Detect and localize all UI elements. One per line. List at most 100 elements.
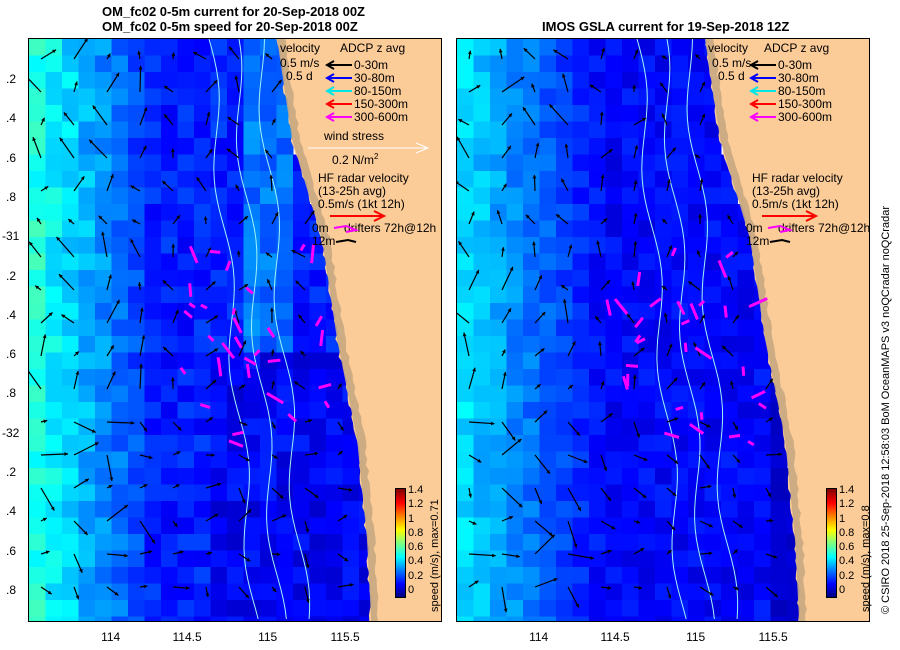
- velocity-scale-right: 0.5 m/s: [712, 56, 752, 70]
- adcp-title: ADCP z avg: [340, 41, 406, 55]
- right-adcp-label-1: 30-80m: [778, 70, 819, 85]
- left-isobath-1: [235, 39, 287, 620]
- drifter-12m: 12m: [312, 234, 336, 248]
- right-adcp-item-0: 0-30m: [748, 56, 812, 72]
- right-land: [705, 39, 869, 621]
- left-colorbar-label: speed (m/s), max=0.71: [429, 499, 441, 612]
- right-adcp-vectors: [605, 247, 768, 447]
- right-cbar-tick-6: 0.2: [839, 569, 855, 582]
- right-adcp-arrow-icon-2: [748, 85, 776, 96]
- left-adcp-item-2: 80-150m: [324, 82, 402, 98]
- right-cbar-tick-5: 0.4: [839, 555, 855, 568]
- hf-arrow-icon-right: [762, 210, 819, 222]
- y-tick-5: .2: [6, 268, 17, 283]
- right-adcp-label-4: 300-600m: [778, 109, 833, 124]
- left-adcp-arrow-icon-1: [324, 72, 352, 83]
- left-x-tick-0: 114: [101, 630, 121, 644]
- right-x-tick-1: 114.5: [600, 630, 630, 644]
- left-cbar-tick-6: 0.2: [408, 569, 424, 582]
- right-speed-field: [457, 39, 804, 621]
- right-colorbar-label: speed (m/s), max=0.8: [860, 505, 872, 612]
- credit-text: © CSIRO 2018 25-Sep-2018 12:58:03 BoM Oc…: [880, 206, 892, 614]
- hf-title: HF radar velocity: [318, 171, 409, 185]
- right-cbar-tick-2: 1: [839, 512, 846, 525]
- left-cbar-tick-5: 0.4: [408, 555, 424, 568]
- right-x-tick-3: 115.5: [758, 630, 788, 644]
- left-adcp-arrow-icon-2: [324, 85, 352, 96]
- left-adcp-item-0: 0-30m: [324, 56, 389, 72]
- y-tick-4: -31: [2, 229, 20, 244]
- left-cbar-tick-0: 1.4: [408, 484, 424, 496]
- left-adcp-arrow-icon-0: [324, 59, 352, 70]
- left-land: [276, 39, 441, 621]
- drifter-text-right: drifters 72h@12h: [778, 221, 871, 235]
- left-adcp-arrow-icon-4: [324, 111, 352, 122]
- right-adcp-arrow-icon-0: [748, 59, 776, 70]
- left-adcp-label-3: 150-300m: [354, 96, 409, 111]
- right-cbar-tick-4: 0.6: [839, 541, 855, 554]
- y-tick-11: .4: [6, 504, 17, 519]
- left-adcp-label-2: 80-150m: [354, 83, 402, 98]
- y-tick-13: .8: [6, 582, 17, 597]
- left-cbar-tick-1: 1.2: [408, 498, 424, 511]
- y-tick-12: .6: [6, 543, 17, 558]
- left-adcp-label-0: 0-30m: [354, 57, 389, 72]
- right-cbar-tick-7: 0: [839, 584, 846, 596]
- drifter-icon-right: [767, 224, 794, 243]
- hf-legend-left: HF radar velocity (13-25h avg) 0.5m/s (1…: [310, 172, 442, 252]
- right-isobath-1: [663, 39, 715, 620]
- y-tick-2: .6: [6, 150, 17, 165]
- left-cbar-tick-2: 1: [408, 512, 415, 525]
- right-cbar-tick-3: 0.8: [839, 526, 855, 539]
- right-colorbar-gradient: [826, 488, 837, 598]
- wind-legend: wind stress 0.2 N/m2: [300, 128, 442, 168]
- right-adcp-arrow-icon-3: [748, 98, 776, 109]
- velocity-scale: 0.5 m/s: [280, 56, 320, 70]
- wind-arrow-icon: [308, 142, 430, 154]
- left-x-tick-2: 115: [258, 630, 278, 644]
- left-map-svg: [29, 39, 441, 621]
- y-tick-7: .6: [6, 347, 17, 362]
- velocity-title-right: velocity: [708, 41, 749, 55]
- right-colorbar: 1.4 1.2 1 0.8 0.6 0.4 0.2 0 speed (m/s), max=0.…: [826, 484, 874, 612]
- right-coast-strip: [705, 39, 807, 621]
- y-tick-0: .2: [6, 72, 17, 86]
- right-x-tick-0: 114: [529, 630, 549, 644]
- left-x-tick-3: 115.5: [330, 630, 360, 644]
- left-title-line2: OM_fc02 0-5m speed for 20-Sep-2018 00Z: [102, 19, 358, 34]
- left-adcp-item-1: 30-80m: [324, 69, 395, 85]
- right-map-panel[interactable]: [456, 38, 870, 622]
- drifter-icon: [333, 224, 360, 243]
- left-map-panel[interactable]: [28, 38, 442, 622]
- adcp-title-right: ADCP z avg: [764, 41, 830, 55]
- hf-avg: (13-25h avg): [318, 184, 387, 198]
- right-adcp-item-3: 150-300m: [748, 95, 832, 111]
- right-title: IMOS GSLA current for 19-Sep-2018 12Z: [542, 19, 790, 34]
- wind-title: wind stress: [324, 129, 385, 143]
- left-isobath-2: [258, 39, 311, 620]
- velocity-time-right: 0.5 d: [718, 69, 745, 83]
- velocity-title: velocity: [280, 41, 321, 55]
- left-adcp-arrow-icon-3: [324, 98, 352, 109]
- y-tick-8: .8: [6, 386, 17, 401]
- right-adcp-item-4: 300-600m: [748, 108, 833, 124]
- left-title-line1: OM_fc02 0-5m current for 20-Sep-2018 00Z: [102, 4, 365, 19]
- drifter-0m: 0m: [312, 221, 329, 235]
- left-colorbar-gradient: [395, 488, 406, 598]
- y-tick-9: -32: [2, 425, 20, 440]
- right-isobath-0: [636, 39, 687, 620]
- velocity-time: 0.5 d: [286, 69, 313, 83]
- drifter-12m-right: 12m: [746, 234, 770, 248]
- right-legend: velocity 0.5 m/s 0.5 d ADCP z avg 0-30m 3…: [706, 42, 870, 252]
- left-colorbar: 1.4 1.2 1 0.8 0.6 0.4 0.2 0 speed (m/s), max=0.…: [395, 484, 443, 612]
- right-adcp-arrow-icon-4: [748, 111, 776, 122]
- left-coast-strip: [277, 39, 379, 621]
- hf-scale: 0.5m/s (1kt 12h): [318, 197, 405, 211]
- y-tick-10: .2: [6, 465, 17, 479]
- drifter-text: drifters 72h@12h: [344, 221, 437, 235]
- right-cbar-tick-0: 1.4: [839, 484, 855, 496]
- right-current-vectors: [457, 47, 783, 613]
- left-current-vectors: [29, 39, 354, 604]
- hf-scale-right: 0.5m/s (1kt 12h): [752, 197, 839, 211]
- hf-title-right: HF radar velocity: [752, 171, 843, 185]
